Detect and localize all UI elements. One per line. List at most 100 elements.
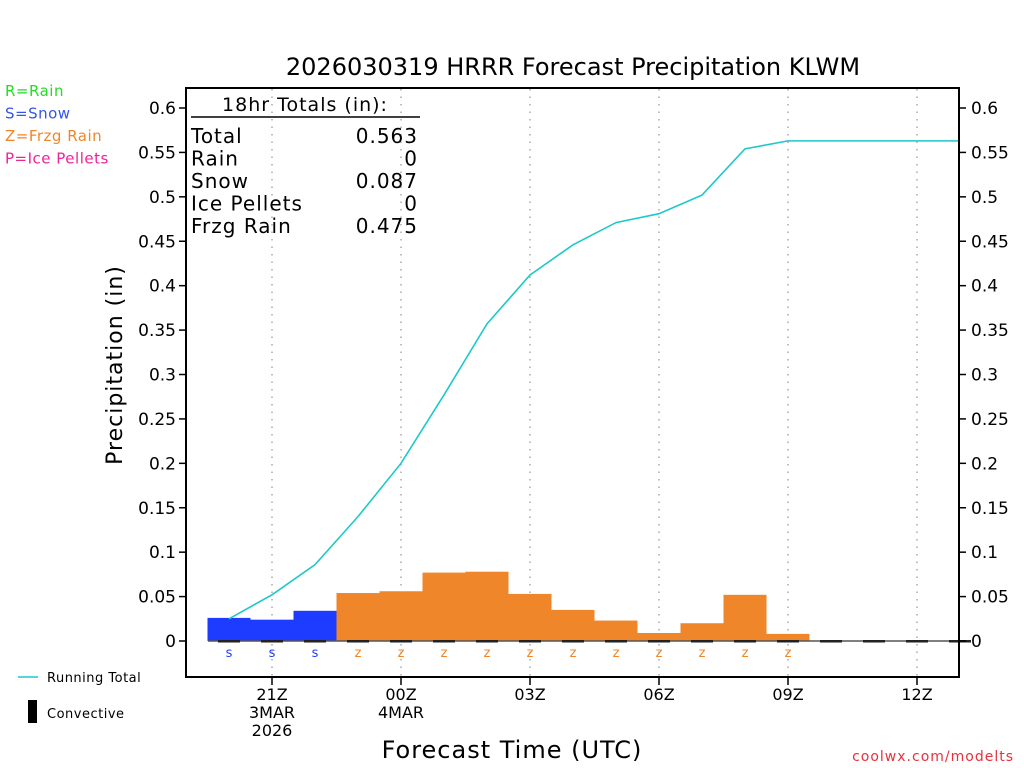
chart-title: 2026030319 HRRR Forecast Precipitation K… [286,53,860,81]
convective-marker [562,640,584,643]
bar [766,633,810,641]
totals-row-value: 0 [404,147,418,171]
running-total-line [228,140,960,620]
y-tick-label: 0.15 [138,499,176,519]
y-tick-label-right: 0.3 [971,366,998,386]
ptype-legend-item: S=Snow [5,105,71,123]
ptype-label: z [699,646,706,661]
totals-row-label: Ice Pellets [191,192,303,216]
totals-row-label: Total [190,124,243,148]
convective-marker [218,640,240,643]
x-tick-label: 12Z [901,685,932,704]
y-tick-label: 0.6 [149,99,176,119]
ptype-label: z [742,646,749,661]
convective-legend-label: Convective [47,707,125,722]
y-tick-label-right: 0 [971,632,982,652]
credit-text: coolwx.com/modelts [852,749,1014,765]
x-tick-label: 03Z [514,685,545,704]
convective-marker [304,640,326,643]
y-tick-label-right: 0.1 [971,543,998,563]
y-tick-label: 0.45 [138,232,176,252]
y-tick-label-right: 0.05 [971,588,1009,608]
y-tick-label: 0.3 [149,366,176,386]
x-tick-label: 4MAR [378,703,424,722]
totals-row-label: Snow [191,169,249,193]
x-tick-label: 2026 [252,721,293,740]
bar [723,594,767,641]
convective-marker [820,640,842,643]
convective-legend-icon [28,700,37,723]
convective-marker [863,640,885,643]
bar [379,591,423,641]
ptype-label: z [656,646,663,661]
y-tick-label-right: 0.55 [971,143,1009,163]
convective-marker [648,640,670,643]
bar [336,593,380,641]
y-tick-label: 0.4 [149,277,176,297]
ptype-label: s [269,646,276,661]
y-tick-label-right: 0.4 [971,277,998,297]
bar [422,572,466,641]
bar [293,610,337,641]
plot-frame [185,87,960,678]
convective-marker [261,640,283,643]
y-tick-label: 0.05 [138,588,176,608]
totals-box: 18hr Totals (in): Total 0.563 Rain 0 Snow 0.08… [190,94,420,238]
ptype-label: z [355,646,362,661]
y-tick-label: 0.2 [149,454,176,474]
totals-row-value: 0 [404,192,418,216]
bar [637,633,681,641]
ptype-label: z [613,646,620,661]
y-tick-label-right: 0.15 [971,499,1009,519]
convective-marker [777,640,799,643]
ptype-label: s [226,646,233,661]
x-tick-label: 00Z [385,685,416,704]
totals-row-value: 0.563 [356,124,418,148]
convective-marker [906,640,928,643]
bar [680,623,724,641]
bar [594,620,638,641]
ptype-label: z [570,646,577,661]
ptype-label: z [441,646,448,661]
y-tick-label: 0.55 [138,143,176,163]
y-tick-label: 0.25 [138,410,176,430]
x-tick-label: 09Z [772,685,803,704]
totals-heading: 18hr Totals (in): [222,94,388,116]
convective-marker [390,640,412,643]
ptype-label: s [312,646,319,661]
ptype-label: z [785,646,792,661]
convective-marker [519,640,541,643]
x-axis-label: Forecast Time (UTC) [382,736,643,764]
convective-marker [433,640,455,643]
y-tick-label: 0.1 [149,543,176,563]
series-legend: Running Total Convective [18,671,141,723]
convective-marker [691,640,713,643]
y-tick-label: 0.5 [149,188,176,208]
y-tick-label: 0 [165,632,176,652]
totals-row-label: Rain [191,147,239,171]
bar-series [207,571,810,641]
y-tick-label-right: 0.5 [971,188,998,208]
x-tick-label: 21Z [256,685,287,704]
bar [207,617,251,641]
x-tick-label: 06Z [643,685,674,704]
totals-row-value: 0.087 [356,169,418,193]
convective-markers [208,640,971,643]
bar [508,593,552,641]
x-tick-label: 3MAR [249,703,295,722]
convective-marker [605,640,627,643]
totals-row-value: 0.475 [356,214,418,238]
ptype-legend-item: R=Rain [5,82,64,100]
convective-marker [476,640,498,643]
ptype-label: z [398,646,405,661]
y-tick-label-right: 0.2 [971,454,998,474]
y-axis-left: 0 0.05 0.1 0.15 0.2 0.25 0.3 0.35 0.4 0.45 0.5 0.55… [138,99,186,652]
y-axis-label: Precipitation (in) [103,265,128,465]
bar [465,571,509,641]
ptype-legend: R=Rain S=Snow Z=Frzg Rain P=Ice Pellets [5,82,108,168]
convective-marker [347,640,369,643]
ptype-legend-item: Z=Frzg Rain [5,127,102,145]
ptype-label: z [484,646,491,661]
y-tick-label-right: 0.45 [971,232,1009,252]
